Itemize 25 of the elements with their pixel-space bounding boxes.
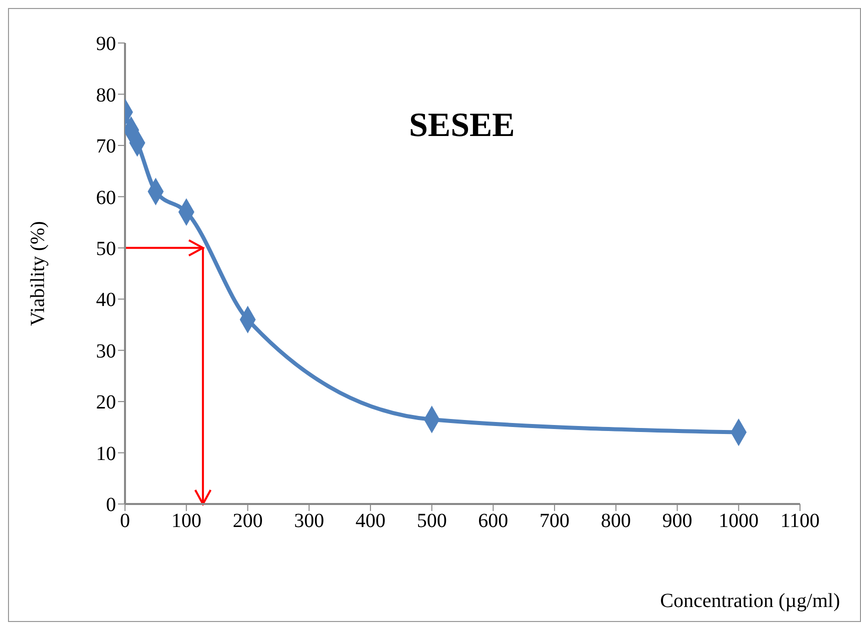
x-tick-label: 1000 — [718, 510, 759, 532]
y-tick-label: 90 — [96, 33, 116, 56]
y-axis-title: Viability (%) — [27, 221, 50, 326]
y-tick-label: 80 — [96, 84, 116, 106]
x-tick-label: 200 — [232, 510, 263, 532]
x-tick-label: 900 — [662, 510, 692, 532]
y-tick-label: 20 — [96, 392, 116, 414]
x-axis-title: Concentration (µg/ml) — [660, 590, 840, 612]
x-tick-label: 1100 — [780, 510, 820, 532]
x-tick-label: 400 — [355, 510, 386, 532]
text: SESEE — [409, 107, 515, 145]
x-tick-label: 500 — [416, 510, 447, 532]
y-tick-label: 40 — [96, 289, 116, 312]
x-tick-label: 800 — [600, 510, 631, 532]
y-tick-label: 60 — [96, 186, 116, 209]
x-tick-label: 700 — [540, 510, 570, 532]
x-tick-label: 600 — [478, 510, 508, 532]
y-tick-label: 70 — [96, 136, 116, 158]
y-tick-label: 0 — [106, 494, 116, 516]
y-tick-label: 50 — [96, 238, 116, 260]
y-tick-label: 30 — [96, 340, 116, 362]
x-tick-label: 100 — [171, 510, 202, 532]
y-tick-label: 10 — [96, 442, 116, 465]
x-tick-label: 300 — [294, 510, 324, 532]
x-tick-label: 0 — [120, 510, 130, 532]
